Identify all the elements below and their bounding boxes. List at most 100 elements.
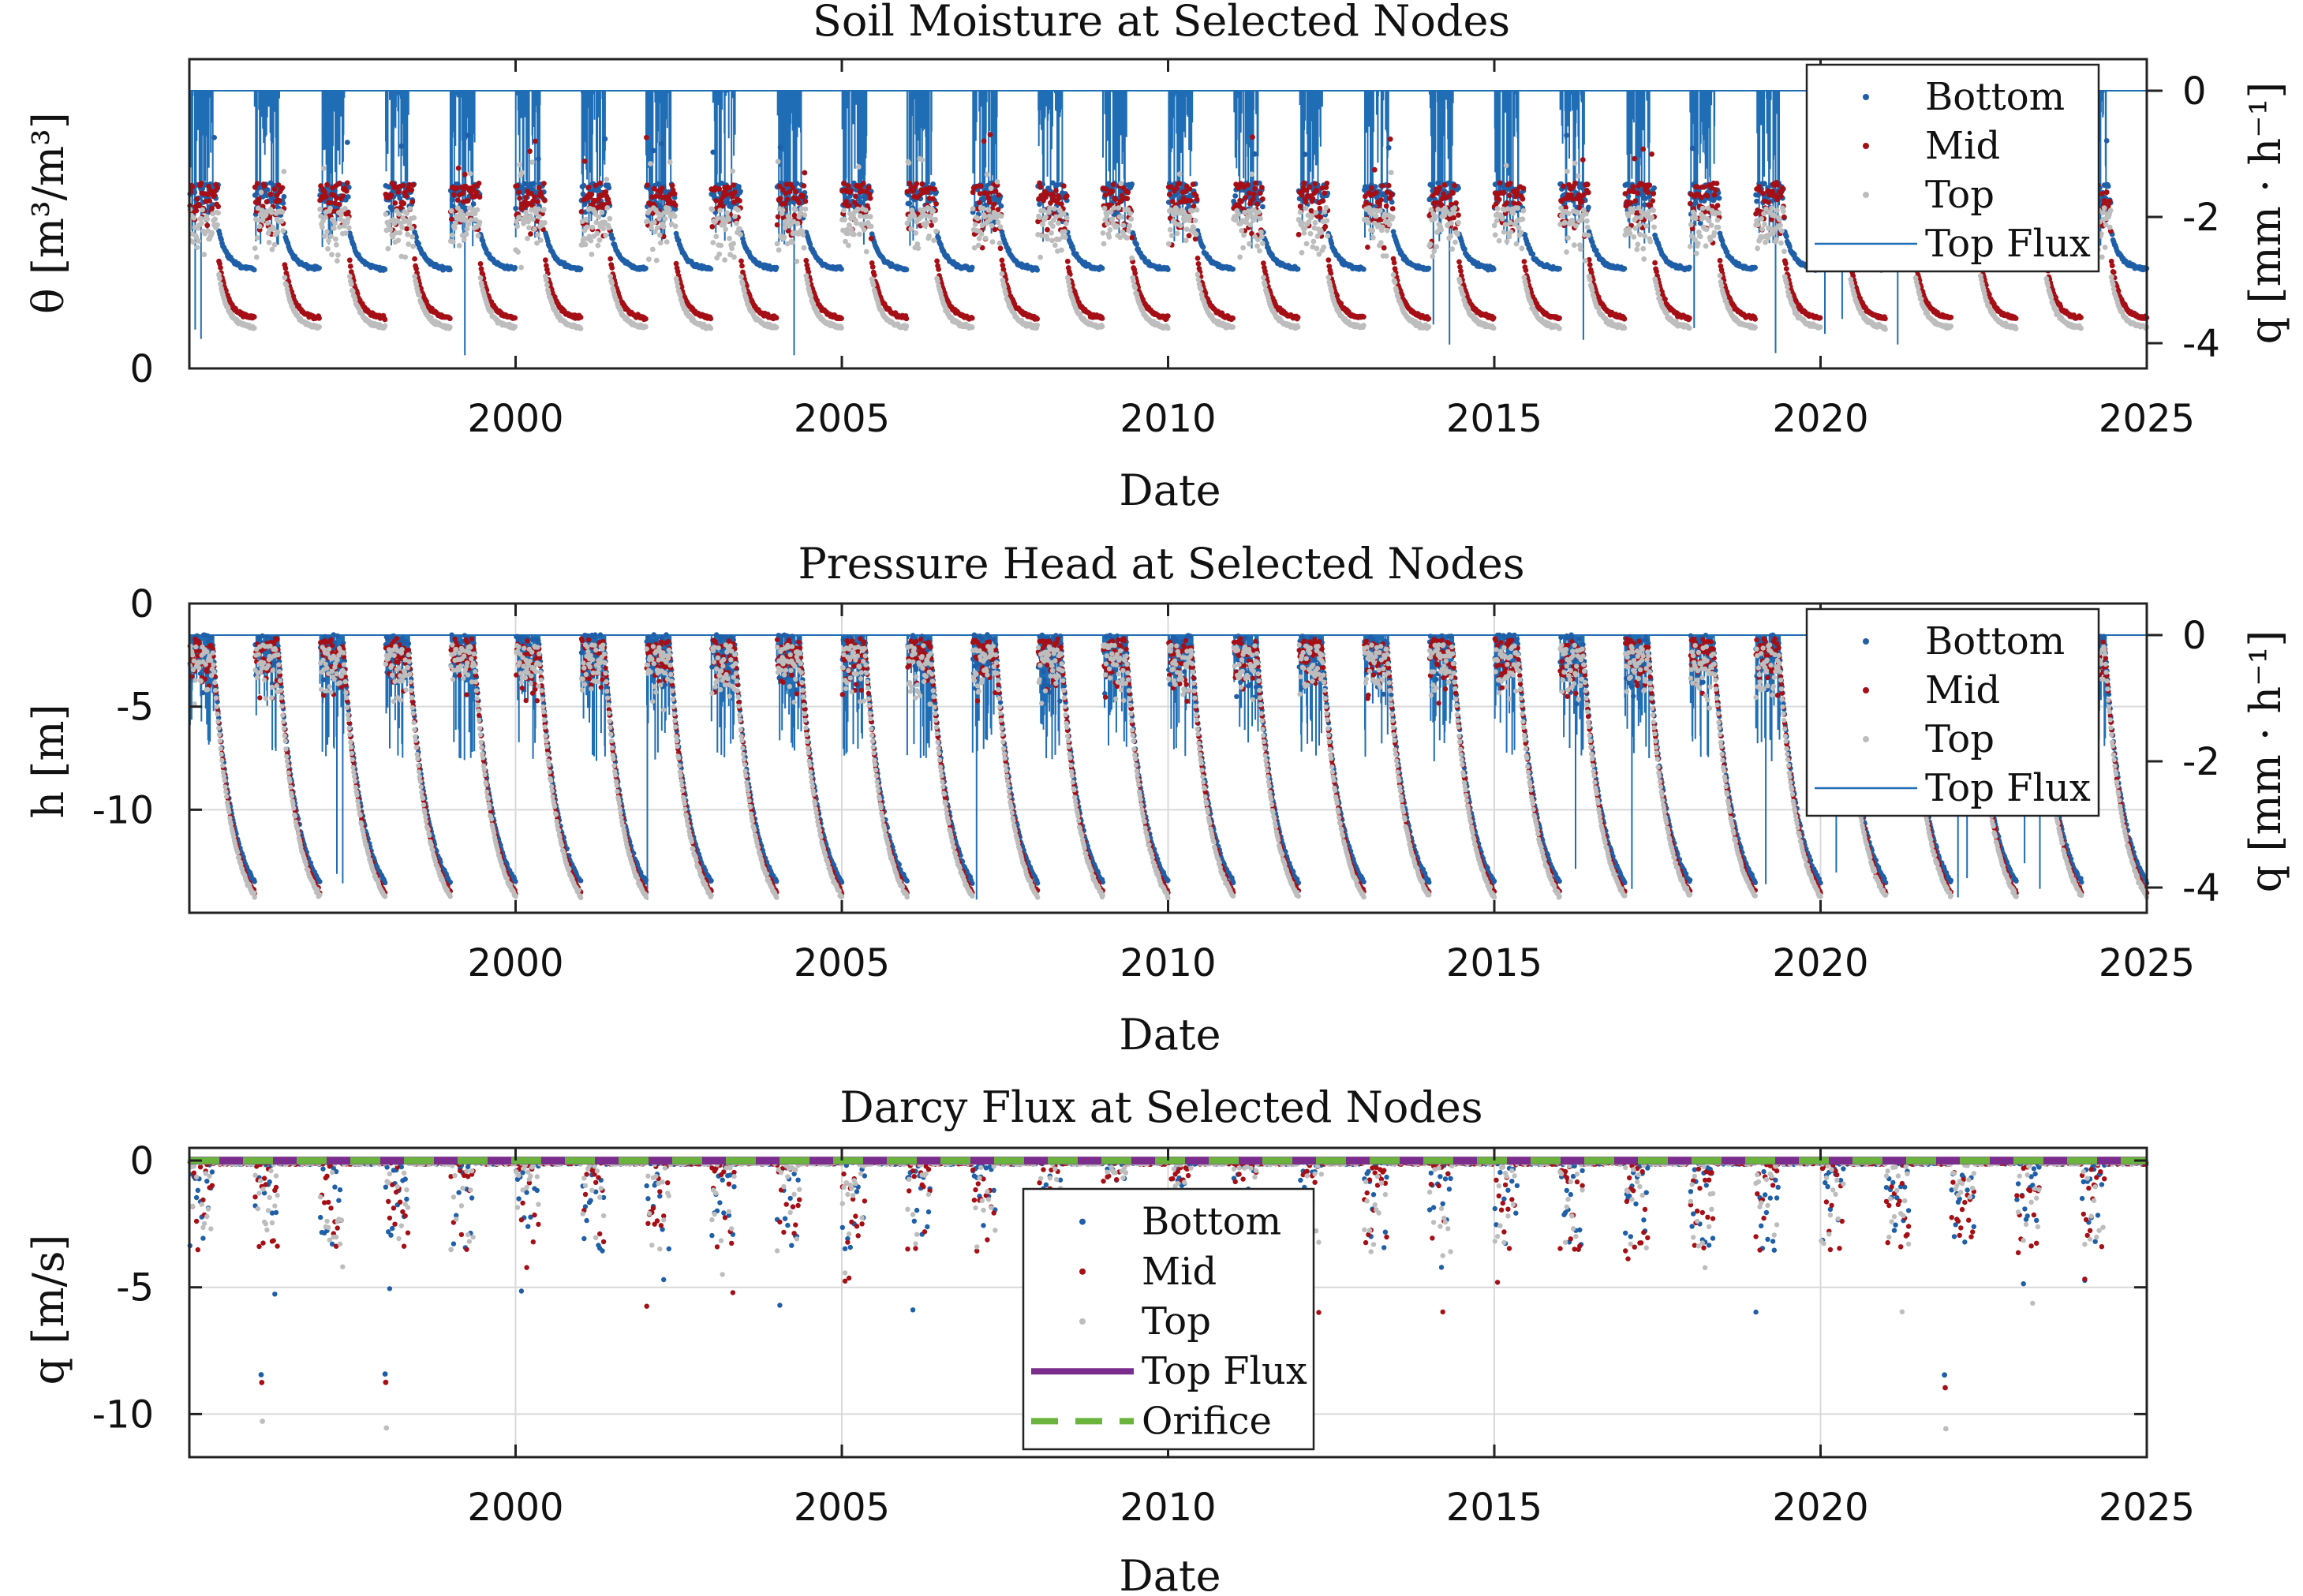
data-point: [392, 200, 398, 206]
data-point: [710, 150, 716, 155]
data-point: [1314, 188, 1320, 193]
data-point: [794, 189, 799, 195]
data-point: [1632, 156, 1637, 162]
data-point: [465, 133, 471, 138]
data-point: [1253, 181, 1258, 186]
data-point: [1651, 191, 1656, 196]
data-point: [478, 261, 484, 267]
data-point: [1662, 297, 1668, 302]
data-point: [1132, 271, 1138, 276]
data-point: [1361, 314, 1366, 320]
data-point: [660, 185, 665, 191]
data-point: [2111, 270, 2117, 275]
data-point: [1520, 196, 1526, 202]
data-point: [708, 316, 713, 322]
data-point: [1187, 233, 1192, 238]
data-point: [337, 181, 342, 186]
data-point: [2104, 189, 2110, 195]
data-point: [978, 183, 984, 189]
data-point: [709, 224, 715, 230]
data-point: [398, 144, 404, 149]
data-point: [1687, 316, 1692, 321]
data-point: [651, 148, 656, 154]
data-point: [981, 196, 987, 202]
data-point: [1493, 181, 1498, 187]
data-point: [1630, 184, 1636, 189]
data-point: [716, 186, 722, 192]
data-point: [1177, 181, 1183, 186]
data-point: [1453, 200, 1459, 206]
data-point: [1372, 167, 1378, 173]
data-point: [1586, 205, 1591, 211]
data-point: [839, 316, 844, 321]
data-point: [1699, 195, 1704, 200]
data-point: [1585, 182, 1591, 188]
data-point: [412, 256, 417, 262]
data-point: [803, 199, 809, 204]
data-point: [1649, 151, 1654, 157]
data-point: [1188, 198, 1194, 204]
data-point: [978, 191, 983, 196]
data-point: [1647, 182, 1652, 188]
data-point: [193, 208, 199, 214]
data-point: [785, 196, 791, 202]
data-point: [395, 189, 401, 195]
data-point: [1435, 181, 1441, 186]
data-point: [390, 207, 395, 213]
data-point: [194, 196, 200, 202]
data-point: [409, 199, 415, 204]
data-point: [1714, 187, 1719, 192]
data-point: [794, 181, 800, 186]
data-point: [532, 194, 537, 200]
data-point: [582, 159, 588, 164]
data-point: [1632, 198, 1638, 204]
data-point: [1521, 185, 1527, 191]
data-point: [996, 192, 1002, 198]
data-point: [1129, 181, 1135, 187]
data-point: [1948, 315, 1953, 320]
data-point: [536, 185, 542, 191]
data-point: [541, 181, 547, 186]
data-point: [323, 194, 329, 200]
data-point: [579, 209, 585, 215]
data-point: [218, 265, 223, 271]
data-point: [1651, 185, 1657, 191]
data-point: [643, 316, 649, 322]
data-point: [348, 264, 353, 269]
data-point: [853, 193, 858, 199]
data-point: [1760, 191, 1766, 196]
data-point: [1232, 193, 1238, 199]
data-point: [215, 185, 220, 191]
data-point: [1702, 185, 1707, 190]
data-point: [1491, 267, 1497, 272]
data-point: [1318, 206, 1323, 211]
data-point: [277, 198, 282, 204]
data-point: [198, 181, 204, 186]
data-point: [451, 192, 457, 198]
data-point: [280, 185, 286, 191]
data-point: [1780, 185, 1785, 191]
data-point: [1586, 190, 1591, 196]
data-point: [536, 156, 541, 162]
data-point: [1124, 196, 1130, 201]
data-point: [936, 267, 941, 272]
data-point: [2110, 263, 2115, 268]
data-point: [1380, 183, 1385, 189]
data-point: [1508, 181, 1513, 186]
data-point: [1134, 241, 1139, 247]
data-point: [1507, 192, 1512, 198]
data-point: [334, 196, 339, 201]
data-point: [1705, 193, 1710, 199]
data-point: [383, 317, 388, 323]
data-point: [465, 198, 471, 204]
data-point: [1580, 157, 1586, 163]
data-point: [1587, 262, 1593, 267]
data-point: [1034, 267, 1040, 273]
data-point: [932, 186, 937, 192]
data-point: [1194, 196, 1200, 202]
data-point: [272, 186, 278, 192]
data-point: [1622, 316, 1628, 322]
data-point: [846, 183, 851, 189]
data-point: [345, 140, 350, 145]
data-point: [1628, 200, 1633, 206]
